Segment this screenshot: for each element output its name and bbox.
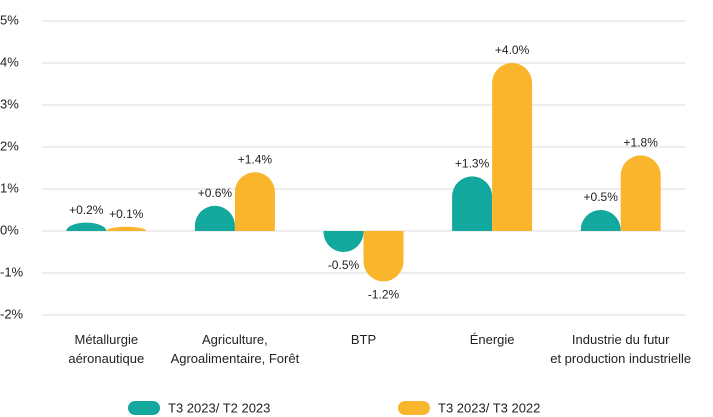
bar (492, 63, 533, 231)
y-tick-label: 1% (0, 180, 19, 195)
bar (580, 210, 621, 231)
legend-swatch (398, 401, 430, 415)
x-tick-label: BTP (350, 332, 377, 347)
value-label: +0.6% (198, 186, 233, 200)
value-label: +1.3% (455, 157, 490, 171)
y-tick-label: -1% (0, 264, 24, 279)
value-label: -1.2% (368, 288, 400, 302)
y-tick-label: 4% (0, 54, 19, 69)
value-label: +0.1% (109, 207, 144, 221)
bar (363, 231, 404, 282)
legend-label: T3 2023/ T2 2023 (168, 400, 270, 415)
value-label: +0.5% (584, 190, 619, 204)
y-tick-label: 3% (0, 96, 19, 111)
bar (194, 205, 235, 231)
value-label: +0.2% (69, 203, 104, 217)
legend-label: T3 2023/ T3 2022 (438, 400, 540, 415)
y-tick-label: 0% (0, 222, 19, 237)
value-label: +1.8% (624, 136, 659, 150)
bar (106, 226, 147, 231)
y-tick-label: 2% (0, 138, 19, 153)
x-tick-label: Énergie (469, 332, 515, 347)
value-label: -0.5% (328, 258, 360, 272)
bar (66, 222, 107, 231)
bar (620, 155, 661, 231)
legend-swatch (128, 401, 160, 415)
x-tick-label: Métallurgie aéronautique (68, 332, 145, 366)
value-label: +1.4% (238, 152, 273, 166)
x-tick-label: Industrie du futur et production industr… (550, 332, 692, 366)
bar (234, 172, 275, 231)
y-tick-label: -2% (0, 306, 24, 321)
bar (452, 176, 493, 231)
x-tick-label: Agriculture, Agroalimentaire, Forêt (170, 332, 300, 366)
bar (323, 231, 364, 252)
value-label: +4.0% (495, 43, 530, 57)
y-tick-label: 5% (0, 12, 19, 27)
